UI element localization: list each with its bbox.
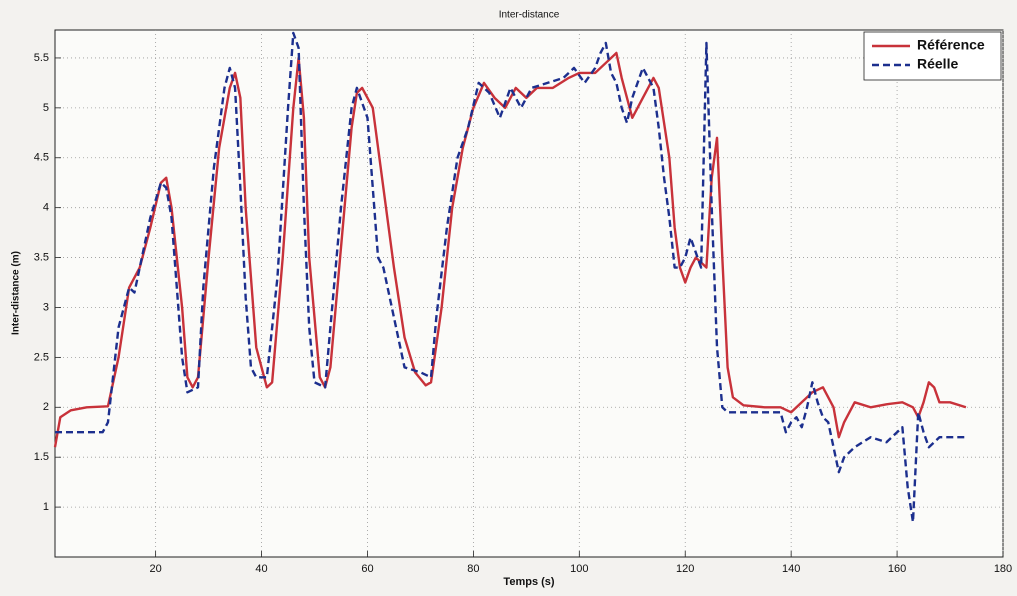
y-tick-label: 1.5 bbox=[34, 451, 49, 463]
y-tick-label: 3.5 bbox=[34, 251, 49, 263]
y-tick-label: 5 bbox=[43, 102, 49, 114]
plot-area bbox=[54, 29, 1004, 558]
legend-box bbox=[863, 31, 1002, 81]
x-tick-label: 120 bbox=[676, 563, 694, 575]
legend-label: Réelle bbox=[917, 56, 958, 72]
y-tick-label: 4 bbox=[43, 202, 49, 214]
y-tick-label: 2 bbox=[43, 401, 49, 413]
y-tick-label: 3 bbox=[43, 301, 49, 313]
x-tick-label: 180 bbox=[994, 563, 1012, 575]
x-tick-label: 20 bbox=[150, 563, 162, 575]
y-axis-label: Inter-distance (m) bbox=[11, 251, 22, 335]
x-tick-label: 100 bbox=[570, 563, 588, 575]
x-tick-label: 60 bbox=[361, 563, 373, 575]
x-tick-label: 40 bbox=[255, 563, 267, 575]
series-line bbox=[53, 51, 967, 448]
legend-label: Référence bbox=[917, 37, 985, 53]
x-axis-label: Temps (s) bbox=[503, 576, 554, 588]
chart-title: Inter-distance bbox=[499, 10, 560, 21]
y-tick-label: 2.5 bbox=[34, 351, 49, 363]
x-tick-label: 160 bbox=[888, 563, 906, 575]
series-line bbox=[55, 31, 966, 524]
y-tick-label: 5.5 bbox=[34, 52, 49, 64]
y-tick-label: 4.5 bbox=[34, 152, 49, 164]
x-tick-label: 140 bbox=[782, 563, 800, 575]
x-tick-label: 80 bbox=[467, 563, 479, 575]
y-tick-label: 1 bbox=[43, 501, 49, 513]
